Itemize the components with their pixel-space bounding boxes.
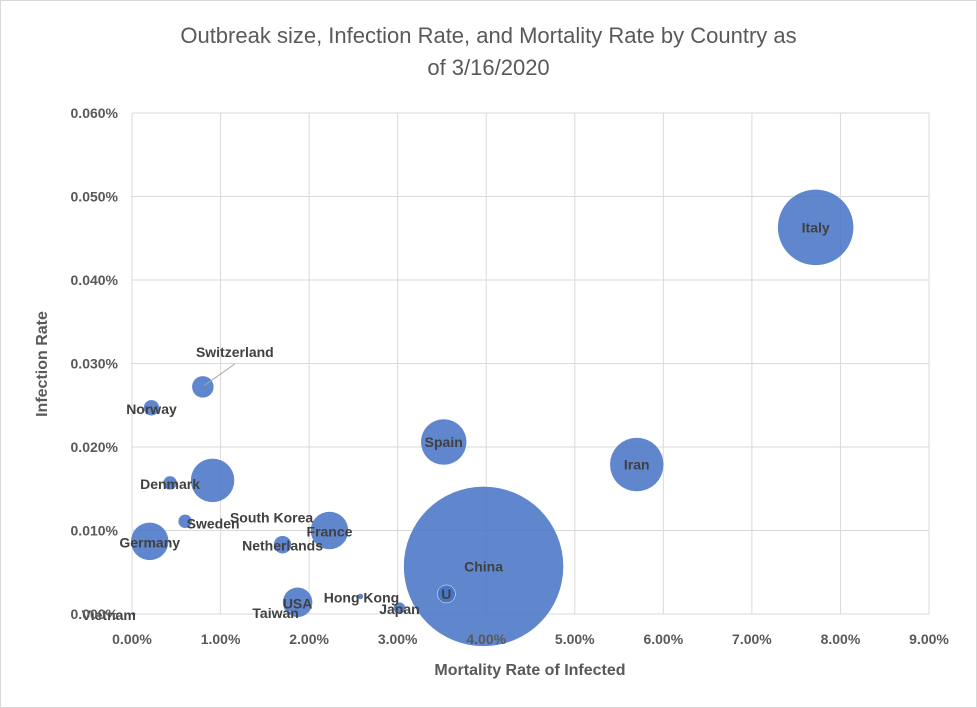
bubble-label: Vietnam <box>82 607 136 623</box>
bubble-label: South Korea <box>230 509 313 525</box>
y-tick-label: 0.030% <box>71 356 119 372</box>
chart-title: Outbreak size, Infection Rate, and Morta… <box>0 20 977 84</box>
x-tick-label: 7.00% <box>732 631 772 647</box>
bubble-germany <box>130 522 169 561</box>
leader-lines <box>203 363 236 387</box>
x-tick-label: 1.00% <box>201 631 241 647</box>
y-tick-label: 0.000% <box>71 606 119 622</box>
x-tick-label: 6.00% <box>643 631 683 647</box>
bubble-u <box>437 584 456 604</box>
bubble-label: Taiwan <box>252 605 298 621</box>
bubble-vietnam <box>131 611 137 617</box>
bubbles <box>130 189 854 647</box>
bubble-label: France <box>307 524 353 540</box>
bubble-label: Italy <box>802 219 830 235</box>
bubble-hong-kong <box>357 593 364 600</box>
chart-title-line1: Outbreak size, Infection Rate, and Morta… <box>180 23 797 48</box>
bubble-china <box>403 486 564 647</box>
y-tick-label: 0.040% <box>71 272 119 288</box>
y-tick-label: 0.050% <box>71 189 119 205</box>
x-axis-title: Mortality Rate of Infected <box>434 662 625 679</box>
bubble-labels: China Italy Iran Spain Germany France Switzerl… <box>82 219 830 623</box>
x-tick-label: 9.00% <box>909 631 949 647</box>
bubble-label: Hong Kong <box>324 589 399 605</box>
bubble-taiwan <box>287 610 292 616</box>
bubble-label: Denmark <box>140 476 200 492</box>
bubble-usa <box>282 587 313 618</box>
leader-line <box>203 363 236 387</box>
bubble-label: Iran <box>624 457 650 473</box>
bubble-label: Norway <box>126 401 177 417</box>
bubble-france <box>310 511 349 550</box>
bubble-netherlands <box>273 535 292 554</box>
chart-title-line2: of 3/16/2020 <box>427 55 550 80</box>
y-axis-ticks: 0.000% 0.010% 0.020% 0.030% 0.040% 0.050% 0.06… <box>71 105 119 622</box>
y-tick-label: 0.060% <box>71 105 119 121</box>
x-axis-ticks: 0.00% 1.00% 2.00% 3.00% 4.00% 5.00% 6.00% 7.00%… <box>112 631 949 647</box>
bubble-label: Spain <box>425 434 463 450</box>
y-axis-title: Infection Rate <box>34 311 51 417</box>
x-tick-label: 2.00% <box>289 631 329 647</box>
bubble-sweden <box>177 514 193 529</box>
x-tick-label: 8.00% <box>821 631 861 647</box>
x-tick-label: 4.00% <box>466 631 506 647</box>
bubble-spain <box>420 418 467 466</box>
bubble-label: Netherlands <box>242 538 323 554</box>
x-tick-label: 3.00% <box>378 631 418 647</box>
bubble-italy <box>777 189 854 266</box>
x-tick-label: 0.00% <box>112 631 152 647</box>
bubble-label: Switzerland <box>196 344 274 360</box>
bubble-label: U <box>441 586 451 602</box>
bubble-label: Germany <box>119 534 180 550</box>
y-tick-label: 0.020% <box>71 439 119 455</box>
bubble-label: USA <box>283 595 313 611</box>
bubble-japan <box>393 601 406 615</box>
bubble-label: China <box>464 558 503 574</box>
bubble-label: Sweden <box>187 515 240 531</box>
bubble-iran <box>609 437 665 492</box>
y-tick-label: 0.010% <box>71 523 119 539</box>
bubble-denmark <box>162 475 178 491</box>
x-tick-label: 5.00% <box>555 631 595 647</box>
bubble-norway <box>143 399 160 417</box>
bubble-switzerland <box>191 375 215 399</box>
bubble-south-korea <box>190 458 235 503</box>
bubble-label: Japan <box>379 601 419 617</box>
